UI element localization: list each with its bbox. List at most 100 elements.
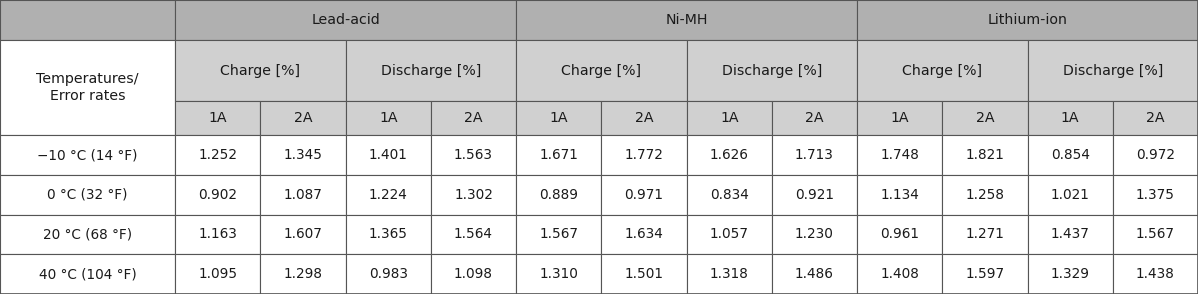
Bar bbox=[175, 254, 260, 294]
Bar bbox=[601, 175, 686, 215]
Text: 0.961: 0.961 bbox=[881, 228, 919, 241]
Bar bbox=[772, 215, 857, 254]
Bar bbox=[516, 135, 601, 175]
Text: 1.634: 1.634 bbox=[624, 228, 664, 241]
Bar bbox=[1028, 135, 1113, 175]
Bar bbox=[431, 215, 516, 254]
Bar bbox=[0, 135, 175, 175]
Text: 1.057: 1.057 bbox=[709, 228, 749, 241]
Text: 1.821: 1.821 bbox=[966, 148, 1004, 162]
Bar bbox=[175, 40, 346, 101]
Text: 1.408: 1.408 bbox=[881, 267, 919, 281]
Bar bbox=[346, 101, 431, 135]
Text: Lithium-ion: Lithium-ion bbox=[987, 13, 1067, 27]
Bar bbox=[516, 0, 857, 40]
Text: 1.438: 1.438 bbox=[1136, 267, 1175, 281]
Text: 1.563: 1.563 bbox=[454, 148, 494, 162]
Bar bbox=[686, 175, 772, 215]
Text: Temperatures/
Error rates: Temperatures/ Error rates bbox=[36, 72, 139, 103]
Text: 1.329: 1.329 bbox=[1051, 267, 1090, 281]
Bar bbox=[601, 135, 686, 175]
Text: 2A: 2A bbox=[635, 111, 653, 125]
Text: 1.345: 1.345 bbox=[284, 148, 322, 162]
Text: Ni-MH: Ni-MH bbox=[665, 13, 708, 27]
Bar bbox=[346, 175, 431, 215]
Bar bbox=[686, 40, 857, 101]
Text: 1.564: 1.564 bbox=[454, 228, 494, 241]
Bar bbox=[175, 135, 260, 175]
Text: 1.310: 1.310 bbox=[539, 267, 579, 281]
Bar bbox=[686, 135, 772, 175]
Bar bbox=[431, 101, 516, 135]
Text: Charge [%]: Charge [%] bbox=[902, 64, 982, 78]
Text: 1A: 1A bbox=[720, 111, 738, 125]
Bar bbox=[857, 175, 943, 215]
Text: 0.854: 0.854 bbox=[1051, 148, 1090, 162]
Bar bbox=[431, 135, 516, 175]
Bar bbox=[175, 0, 516, 40]
Text: 0.983: 0.983 bbox=[369, 267, 407, 281]
Bar bbox=[1028, 215, 1113, 254]
Text: 1.258: 1.258 bbox=[966, 188, 1004, 202]
Text: Charge [%]: Charge [%] bbox=[220, 64, 301, 78]
Bar bbox=[857, 135, 943, 175]
Text: Discharge [%]: Discharge [%] bbox=[721, 64, 822, 78]
Bar bbox=[686, 215, 772, 254]
Bar bbox=[857, 215, 943, 254]
Bar bbox=[857, 0, 1198, 40]
Text: 1.021: 1.021 bbox=[1051, 188, 1090, 202]
Bar bbox=[772, 254, 857, 294]
Text: 2A: 2A bbox=[805, 111, 824, 125]
Bar bbox=[1028, 175, 1113, 215]
Bar bbox=[857, 40, 1028, 101]
Text: 1.298: 1.298 bbox=[284, 267, 322, 281]
Text: 20 °C (68 °F): 20 °C (68 °F) bbox=[43, 228, 132, 241]
Bar bbox=[0, 254, 175, 294]
Bar bbox=[1113, 135, 1198, 175]
Bar bbox=[601, 215, 686, 254]
Bar bbox=[1113, 254, 1198, 294]
Text: 0.972: 0.972 bbox=[1136, 148, 1175, 162]
Bar bbox=[943, 254, 1028, 294]
Bar bbox=[175, 101, 260, 135]
Text: 1A: 1A bbox=[208, 111, 228, 125]
Bar bbox=[686, 101, 772, 135]
Bar bbox=[260, 254, 346, 294]
Bar bbox=[175, 175, 260, 215]
Bar bbox=[1028, 101, 1113, 135]
Text: 1.230: 1.230 bbox=[795, 228, 834, 241]
Bar bbox=[516, 40, 686, 101]
Text: 1.098: 1.098 bbox=[454, 267, 494, 281]
Text: 0.921: 0.921 bbox=[795, 188, 834, 202]
Bar bbox=[260, 175, 346, 215]
Text: 1.607: 1.607 bbox=[284, 228, 322, 241]
Bar bbox=[943, 135, 1028, 175]
Bar bbox=[346, 215, 431, 254]
Text: 1.772: 1.772 bbox=[624, 148, 664, 162]
Text: 2A: 2A bbox=[294, 111, 313, 125]
Text: 1.375: 1.375 bbox=[1136, 188, 1175, 202]
Text: 0.889: 0.889 bbox=[539, 188, 579, 202]
Text: 1.626: 1.626 bbox=[709, 148, 749, 162]
Bar bbox=[857, 254, 943, 294]
Bar bbox=[431, 254, 516, 294]
Bar bbox=[516, 175, 601, 215]
Text: 1A: 1A bbox=[550, 111, 568, 125]
Bar bbox=[943, 175, 1028, 215]
Bar bbox=[0, 215, 175, 254]
Bar bbox=[0, 40, 175, 135]
Text: 1.318: 1.318 bbox=[709, 267, 749, 281]
Text: 2A: 2A bbox=[465, 111, 483, 125]
Text: 1.087: 1.087 bbox=[284, 188, 322, 202]
Bar bbox=[260, 135, 346, 175]
Bar bbox=[516, 215, 601, 254]
Bar bbox=[857, 101, 943, 135]
Text: 1.713: 1.713 bbox=[795, 148, 834, 162]
Bar bbox=[516, 254, 601, 294]
Text: 1.597: 1.597 bbox=[966, 267, 1004, 281]
Bar bbox=[1113, 175, 1198, 215]
Text: 1.671: 1.671 bbox=[539, 148, 579, 162]
Text: 1.302: 1.302 bbox=[454, 188, 492, 202]
Text: 1.567: 1.567 bbox=[539, 228, 579, 241]
Text: 1.437: 1.437 bbox=[1051, 228, 1090, 241]
